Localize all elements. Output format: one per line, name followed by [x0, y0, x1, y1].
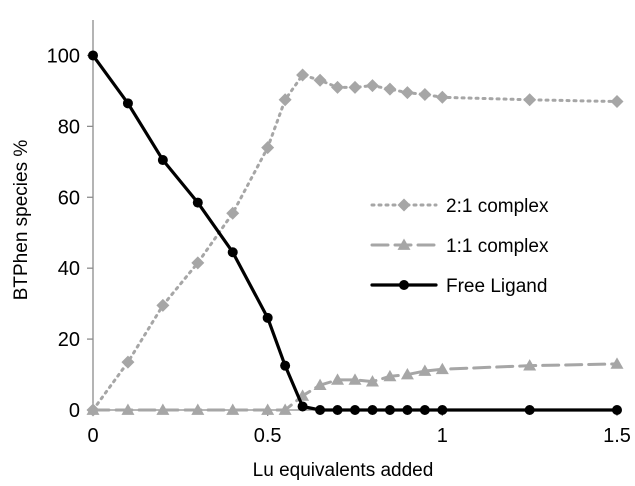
- legend-label: 1:1 complex: [446, 236, 549, 257]
- x-tick-label: 0: [87, 425, 98, 447]
- x-tick-label: 1: [437, 425, 448, 447]
- y-tick-label: 40: [58, 258, 80, 280]
- series-free-ligand: [88, 50, 622, 415]
- data-point-free-ligand: [280, 360, 291, 371]
- legend-swatch-marker: [399, 280, 409, 290]
- y-tick-label: 100: [47, 45, 80, 67]
- data-point-free-ligand: [437, 405, 448, 415]
- y-tick-label: 20: [58, 329, 80, 351]
- data-point-free-ligand: [419, 405, 430, 415]
- data-point-2-1-complex: [383, 82, 397, 96]
- y-tick-label: 0: [69, 400, 80, 422]
- data-point-1-1-complex: [365, 375, 379, 387]
- data-point-1-1-complex: [261, 403, 275, 415]
- data-point-free-ligand: [612, 405, 622, 415]
- y-tick-label: 60: [58, 187, 80, 209]
- legend-item-free-ligand: Free Ligand: [370, 276, 547, 297]
- data-point-free-ligand: [227, 247, 238, 258]
- x-tick-label: 0.5: [254, 425, 282, 447]
- legend-swatch-marker: [397, 198, 411, 212]
- data-point-2-1-complex: [331, 80, 345, 94]
- data-point-2-1-complex: [278, 93, 292, 107]
- data-point-free-ligand: [315, 405, 326, 415]
- data-point-free-ligand: [367, 405, 378, 415]
- series-layer: [86, 50, 624, 417]
- y-axis-title: BTPhen species %: [11, 140, 32, 301]
- data-point-free-ligand: [384, 405, 395, 415]
- data-point-free-ligand: [122, 98, 133, 109]
- data-point-2-1-complex: [226, 206, 240, 220]
- legend-label: 2:1 complex: [446, 196, 549, 217]
- data-point-1-1-complex: [523, 359, 537, 371]
- data-point-free-ligand: [157, 155, 168, 166]
- x-tick-label: 1.5: [603, 425, 631, 447]
- legend-item-2-1-complex: 2:1 complex: [370, 196, 549, 217]
- data-point-1-1-complex: [121, 403, 135, 415]
- data-point-1-1-complex: [156, 403, 170, 415]
- series-line-1-1-complex: [91, 362, 619, 412]
- data-point-1-1-complex: [418, 364, 432, 376]
- data-point-2-1-complex: [610, 95, 624, 109]
- data-point-2-1-complex: [348, 80, 362, 94]
- data-point-free-ligand: [88, 50, 98, 61]
- series-2-1-complex: [86, 68, 624, 417]
- data-point-1-1-complex: [331, 373, 345, 385]
- data-point-1-1-complex: [348, 373, 362, 385]
- data-point-2-1-complex: [191, 256, 205, 270]
- data-point-1-1-complex: [313, 378, 327, 391]
- data-point-2-1-complex: [313, 73, 327, 87]
- data-point-1-1-complex: [86, 403, 100, 415]
- data-point-1-1-complex: [610, 357, 624, 369]
- data-point-free-ligand: [402, 405, 413, 415]
- legend: 2:1 complex 1:1 complex Free Ligand: [370, 196, 549, 297]
- data-point-free-ligand: [297, 401, 308, 412]
- data-point-2-1-complex: [418, 87, 432, 101]
- data-point-free-ligand: [262, 312, 273, 323]
- x-axis-title: Lu equivalents added: [253, 460, 434, 481]
- data-point-2-1-complex: [365, 79, 379, 93]
- data-point-free-ligand: [524, 405, 535, 415]
- data-point-1-1-complex: [226, 403, 240, 415]
- data-point-1-1-complex: [383, 369, 397, 382]
- legend-swatch-marker: [397, 238, 411, 250]
- data-point-2-1-complex: [261, 141, 275, 155]
- y-tick-label: 80: [58, 116, 80, 138]
- data-point-2-1-complex: [156, 298, 170, 312]
- data-point-2-1-complex: [400, 86, 414, 100]
- data-point-free-ligand: [350, 405, 360, 415]
- data-point-1-1-complex: [400, 368, 414, 380]
- data-point-free-ligand: [332, 405, 343, 415]
- data-point-1-1-complex: [435, 362, 449, 375]
- legend-label: Free Ligand: [446, 276, 547, 297]
- data-point-2-1-complex: [121, 355, 135, 369]
- series-1-1-complex: [86, 357, 624, 415]
- data-point-2-1-complex: [435, 90, 449, 104]
- data-point-free-ligand: [192, 197, 203, 208]
- data-point-1-1-complex: [191, 403, 205, 415]
- data-point-1-1-complex: [278, 403, 292, 415]
- legend-item-1-1-complex: 1:1 complex: [370, 236, 549, 257]
- data-point-2-1-complex: [523, 93, 537, 107]
- series-line-free-ligand: [91, 53, 619, 412]
- data-point-2-1-complex: [296, 68, 310, 82]
